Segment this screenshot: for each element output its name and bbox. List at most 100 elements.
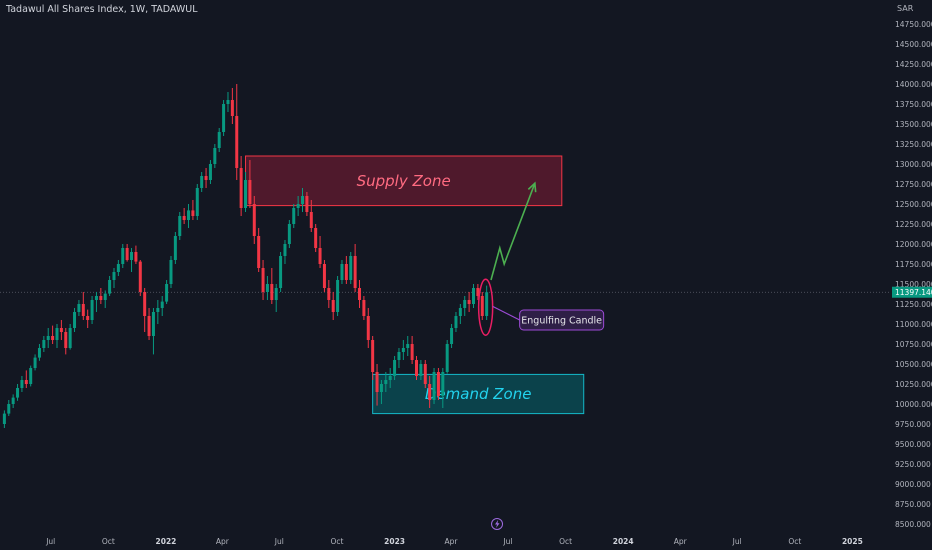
candle-body [366, 316, 370, 340]
candle-body [393, 360, 397, 376]
candle-body [318, 248, 322, 264]
x-tick-label: Oct [559, 537, 572, 546]
y-tick-label: 14000.000 [895, 80, 932, 89]
candle-body [20, 380, 24, 388]
candle-body [226, 100, 230, 104]
candle-body [151, 312, 155, 336]
candle-body [143, 292, 147, 316]
candle-body [344, 264, 348, 280]
last-price-tag [892, 286, 932, 298]
y-tick-label: 12250.000 [895, 220, 932, 229]
candle-body [99, 296, 103, 300]
x-tick-label: Oct [102, 537, 115, 546]
x-tick-label: 2025 [842, 537, 863, 546]
candle-body [423, 364, 427, 384]
candle-body [68, 328, 72, 348]
y-tick-label: 14500.000 [895, 40, 932, 49]
candle-body [86, 316, 90, 320]
candle-body [37, 348, 41, 358]
y-tick-label: 9750.000 [895, 420, 931, 429]
engulfing-marker [477, 278, 494, 336]
x-tick-label: Jul [732, 537, 742, 546]
candle-body [331, 300, 335, 312]
candle-body [2, 413, 6, 424]
last-price-value: 11397.140 [895, 288, 932, 297]
projection-arrowhead [527, 181, 537, 193]
candle-body [165, 284, 169, 302]
y-tick-label: 10250.000 [895, 380, 932, 389]
candle-body [59, 328, 63, 332]
candle-body [432, 372, 436, 400]
candle-body [51, 336, 55, 340]
candle-body [261, 268, 265, 292]
candle-body [436, 372, 440, 396]
x-tick-label: Apr [674, 537, 688, 546]
candle-body [362, 300, 366, 316]
y-tick-label: 11750.000 [895, 260, 932, 269]
candle-body [248, 180, 252, 204]
engulfing-callout-label: Engulfing Candle [521, 316, 602, 327]
candle-body [314, 228, 318, 248]
candle-body [257, 236, 261, 268]
y-tick-label: 8500.000 [895, 520, 931, 529]
candle-body [283, 244, 287, 256]
callout-pointer [492, 305, 520, 321]
candle-body [42, 340, 46, 348]
lightning-glyph [495, 520, 500, 528]
candle-body [327, 288, 331, 300]
y-tick-label: 14250.000 [895, 60, 932, 69]
y-tick-label: 8750.000 [895, 500, 931, 509]
candle-body [230, 100, 234, 116]
candle-body [138, 261, 142, 292]
candle-body [77, 304, 81, 312]
candle-body [458, 308, 462, 316]
candle-body [375, 372, 379, 392]
demand-zone-label: Demand Zone [425, 385, 532, 403]
candle-body [445, 344, 449, 372]
y-tick-label: 11500.000 [895, 280, 932, 289]
candle-body [309, 212, 313, 228]
candle-body [301, 196, 305, 204]
y-tick-label: 13750.000 [895, 100, 932, 109]
candle-body [156, 308, 160, 312]
candle-body [46, 336, 50, 340]
candle-body [379, 384, 383, 392]
candle-body [274, 288, 278, 300]
y-tick-label: 12500.000 [895, 200, 932, 209]
candle-body [200, 176, 204, 188]
y-tick-label: 14750.000 [895, 20, 932, 29]
candle-body [195, 188, 199, 216]
candle-body [81, 304, 85, 316]
symbol-title: Tadawul All Shares Index, 1W, TADAWUL [6, 4, 198, 15]
candle-body [296, 204, 300, 208]
y-tick-label: 9500.000 [895, 440, 931, 449]
candle-body [410, 344, 414, 360]
candle-body [336, 280, 340, 312]
projection-arrow [490, 182, 536, 281]
candle-body [147, 316, 151, 336]
candle-body [11, 397, 15, 404]
candle-body [463, 300, 467, 308]
candle-body [213, 148, 217, 164]
candle-body [279, 256, 283, 288]
candle-body [182, 216, 186, 220]
candle-body [397, 352, 401, 360]
candle-body [388, 376, 392, 380]
candle-body [108, 280, 112, 294]
candle-body [384, 380, 388, 384]
candle-body [55, 328, 59, 340]
x-tick-label: Jul [502, 537, 512, 546]
candle-body [415, 360, 419, 376]
candle-body [450, 328, 454, 344]
candle-body [419, 364, 423, 376]
candle-body [7, 404, 11, 414]
candle-body [467, 300, 471, 304]
x-tick-label: 2024 [613, 537, 634, 546]
candle-body [73, 312, 77, 328]
candle-body [125, 248, 129, 260]
candle-body [24, 380, 28, 384]
x-tick-label: 2023 [384, 537, 405, 546]
